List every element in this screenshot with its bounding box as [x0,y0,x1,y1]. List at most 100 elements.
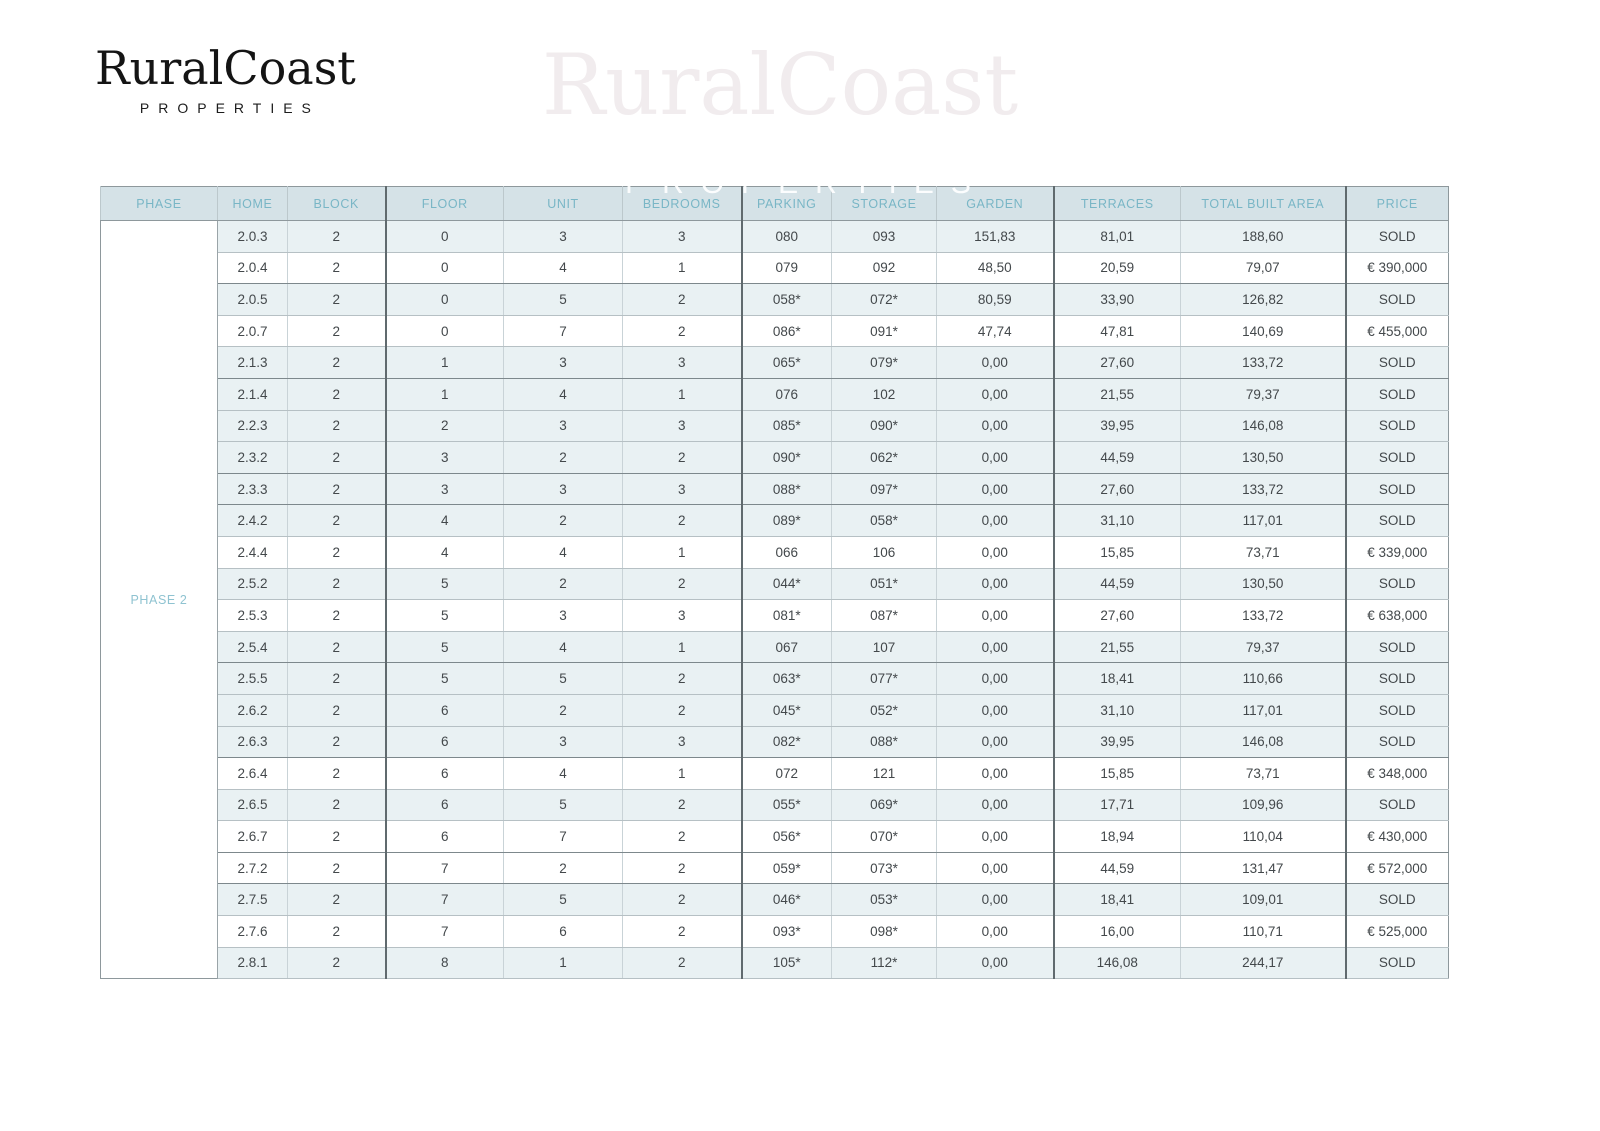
table-row: 2.5.4 2 5 4 1 067 107 0,00 21,55 79,37 SOLD [101,631,1449,664]
cell-unit: 1 [503,947,623,980]
cell-block: 2 [287,536,386,569]
cell-block: 2 [287,473,386,506]
cell-unit: 5 [503,883,623,917]
cell-price: € 348,000 [1344,757,1449,790]
cell-terraces: 18,41 [1052,883,1181,917]
cell-unit: 3 [503,473,623,506]
column-header-parking: PARKING [740,186,832,221]
cell-bedrooms: 1 [622,378,742,411]
cell-block: 2 [287,410,386,443]
cell-block: 2 [287,915,386,948]
cell-parking: 081* [740,599,832,632]
cell-price: € 339,000 [1344,536,1449,569]
cell-home: 2.1.4 [217,378,288,411]
cell-floor: 1 [384,346,504,379]
cell-garden: 0,00 [936,757,1054,790]
cell-storage: 091* [831,315,937,348]
cell-home: 2.6.2 [217,694,288,727]
cell-floor: 6 [384,757,504,790]
cell-storage: 072* [831,283,937,316]
cell-bedrooms: 3 [622,473,742,506]
table-header-row: PHASE HOME BLOCK FLOOR UNIT BEDROOMS PARKING ST… [100,186,1449,221]
cell-garden: 0,00 [936,599,1054,632]
cell-terraces: 21,55 [1052,378,1181,411]
cell-bedrooms: 3 [622,346,742,379]
cell-bedrooms: 1 [622,252,742,285]
cell-storage: 097* [831,473,937,506]
cell-price: SOLD [1344,631,1449,664]
cell-garden: 0,00 [936,820,1054,853]
cell-floor: 1 [384,378,504,411]
cell-unit: 4 [503,252,623,285]
cell-parking: 045* [740,694,832,727]
cell-floor: 4 [384,536,504,569]
cell-floor: 3 [384,473,504,506]
cell-terraces: 39,95 [1052,726,1181,759]
cell-floor: 5 [384,662,504,695]
cell-bedrooms: 2 [622,852,742,885]
cell-home: 2.6.5 [217,789,288,822]
cell-total_built_area: 79,07 [1180,252,1346,285]
cell-bedrooms: 2 [622,315,742,348]
table-row: 2.0.7 2 0 7 2 086* 091* 47,74 47,81 140,69 € 455,0… [101,315,1449,348]
cell-home: 2.0.3 [217,220,288,253]
cell-unit: 6 [503,915,623,948]
cell-terraces: 27,60 [1052,346,1181,379]
table-body: PHASE 2 2.0.3 2 0 3 3 080 093 151,83 81,01 188,60 S… [100,220,1449,980]
cell-home: 2.8.1 [217,947,288,980]
cell-parking: 056* [740,820,832,853]
cell-unit: 5 [503,662,623,695]
cell-bedrooms: 3 [622,726,742,759]
cell-block: 2 [287,252,386,285]
cell-floor: 6 [384,694,504,727]
cell-home: 2.0.7 [217,315,288,348]
cell-parking: 044* [740,568,832,601]
cell-garden: 0,00 [936,504,1054,537]
cell-total_built_area: 131,47 [1180,852,1346,885]
cell-garden: 0,00 [936,410,1054,443]
cell-price: € 430,000 [1344,820,1449,853]
cell-unit: 4 [503,378,623,411]
cell-price: SOLD [1344,568,1449,601]
cell-block: 2 [287,694,386,727]
cell-price: € 390,000 [1344,252,1449,285]
cell-total_built_area: 109,01 [1180,883,1346,917]
cell-storage: 088* [831,726,937,759]
cell-storage: 077* [831,662,937,695]
cell-bedrooms: 2 [622,883,742,917]
table-row: 2.6.2 2 6 2 2 045* 052* 0,00 31,10 117,01 SOLD [101,694,1449,727]
cell-block: 2 [287,820,386,853]
table-row: 2.1.3 2 1 3 3 065* 079* 0,00 27,60 133,72 SOLD [101,346,1449,379]
cell-total_built_area: 146,08 [1180,726,1346,759]
cell-floor: 6 [384,726,504,759]
table-row: 2.5.2 2 5 2 2 044* 051* 0,00 44,59 130,50 SOLD [101,568,1449,601]
cell-total_built_area: 126,82 [1180,283,1346,316]
cell-unit: 4 [503,757,623,790]
cell-home: 2.7.6 [217,915,288,948]
cell-garden: 47,74 [936,315,1054,348]
cell-storage: 073* [831,852,937,885]
table-row: 2.1.4 2 1 4 1 076 102 0,00 21,55 79,37 SOLD [101,378,1449,411]
table-row: 2.8.1 2 8 1 2 105* 112* 0,00 146,08 244,17 SOLD [101,947,1449,980]
cell-garden: 0,00 [936,694,1054,727]
cell-parking: 086* [740,315,832,348]
cell-bedrooms: 1 [622,631,742,664]
cell-block: 2 [287,662,386,695]
cell-garden: 0,00 [936,568,1054,601]
cell-terraces: 18,94 [1052,820,1181,853]
column-header-unit: UNIT [503,186,623,221]
cell-bedrooms: 1 [622,757,742,790]
cell-parking: 105* [740,947,832,980]
cell-parking: 089* [740,504,832,537]
cell-parking: 076 [740,378,832,411]
cell-price: SOLD [1344,441,1449,474]
cell-home: 2.5.5 [217,662,288,695]
cell-bedrooms: 2 [622,662,742,695]
cell-block: 2 [287,283,386,316]
cell-total_built_area: 109,96 [1180,789,1346,822]
cell-total_built_area: 110,04 [1180,820,1346,853]
column-header-bedrooms: BEDROOMS [622,186,742,221]
cell-terraces: 44,59 [1052,441,1181,474]
cell-block: 2 [287,883,386,917]
cell-home: 2.7.2 [217,852,288,885]
